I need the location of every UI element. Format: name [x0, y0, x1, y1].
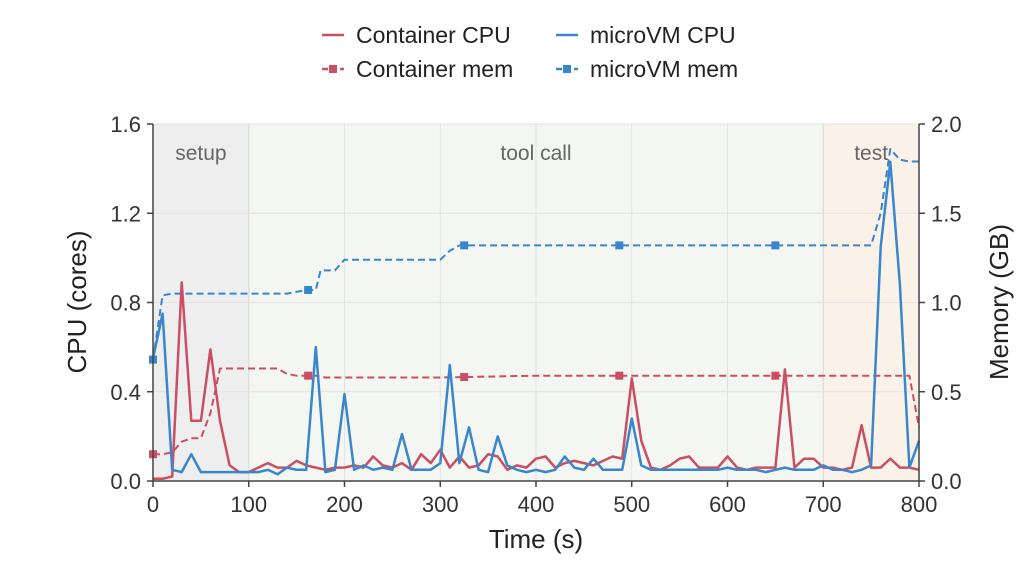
y-right-tick-label: 1.5	[931, 201, 962, 226]
y-axis-right-label: Memory (GB)	[984, 224, 1014, 380]
y-left-tick-label: 0.4	[110, 380, 141, 405]
y-left-tick-label: 0.0	[110, 469, 141, 494]
x-tick-label: 500	[613, 492, 650, 517]
legend: Container CPU microVM CPU Container mem mic…	[322, 22, 738, 82]
series-marker-container-mem	[771, 371, 780, 380]
x-tick-label: 300	[422, 492, 459, 517]
phase-label-setup: setup	[175, 142, 226, 165]
x-tick-label: 200	[326, 492, 363, 517]
series-marker-microvm-mem	[771, 241, 780, 250]
x-tick-label: 700	[805, 492, 842, 517]
phase-label-test: test	[854, 142, 888, 165]
x-axis-label: Time (s)	[489, 524, 583, 554]
y-right-tick-label: 2.0	[931, 112, 962, 137]
series-line-container-mem	[153, 367, 920, 456]
x-tick-label: 0	[147, 492, 159, 517]
y-left-tick-label: 0.8	[110, 291, 141, 316]
axes: 0 100 200 300 400 500 600 700 8000.00.40.81.21.6…	[110, 112, 961, 517]
legend-marker-microvm-mem	[563, 65, 571, 73]
series-line-microvm-mem	[152, 148, 919, 360]
y-right-tick-label: 0.5	[931, 380, 962, 405]
legend-label-microvm-mem: microVM mem	[590, 56, 738, 82]
legend-label-container-mem: Container mem	[356, 56, 513, 82]
series-line-container-cpu	[153, 281, 920, 481]
x-tick-label: 800	[901, 492, 938, 517]
legend-label-container-cpu: Container CPU	[356, 22, 511, 48]
legend-label-microvm-cpu: microVM CPU	[590, 22, 736, 48]
x-tick-label: 600	[709, 492, 746, 517]
x-tick-label: 400	[518, 492, 555, 517]
series-marker-microvm-mem	[460, 241, 469, 250]
legend-marker-container-mem	[329, 65, 337, 73]
series-marker-microvm-mem	[304, 286, 313, 295]
series-marker-microvm-mem	[615, 241, 624, 250]
series-marker-container-mem	[615, 371, 624, 380]
y-right-tick-label: 1.0	[931, 291, 962, 316]
y-right-tick-label: 0.0	[931, 469, 962, 494]
x-tick-label: 100	[230, 492, 267, 517]
y-left-tick-label: 1.2	[110, 201, 141, 226]
y-axis-left-label: CPU (cores)	[62, 230, 92, 373]
series-marker-container-mem	[304, 371, 313, 380]
series-marker-container-mem	[460, 373, 469, 382]
series-line-microvm-cpu	[151, 160, 921, 476]
y-left-tick-label: 1.6	[110, 112, 141, 137]
